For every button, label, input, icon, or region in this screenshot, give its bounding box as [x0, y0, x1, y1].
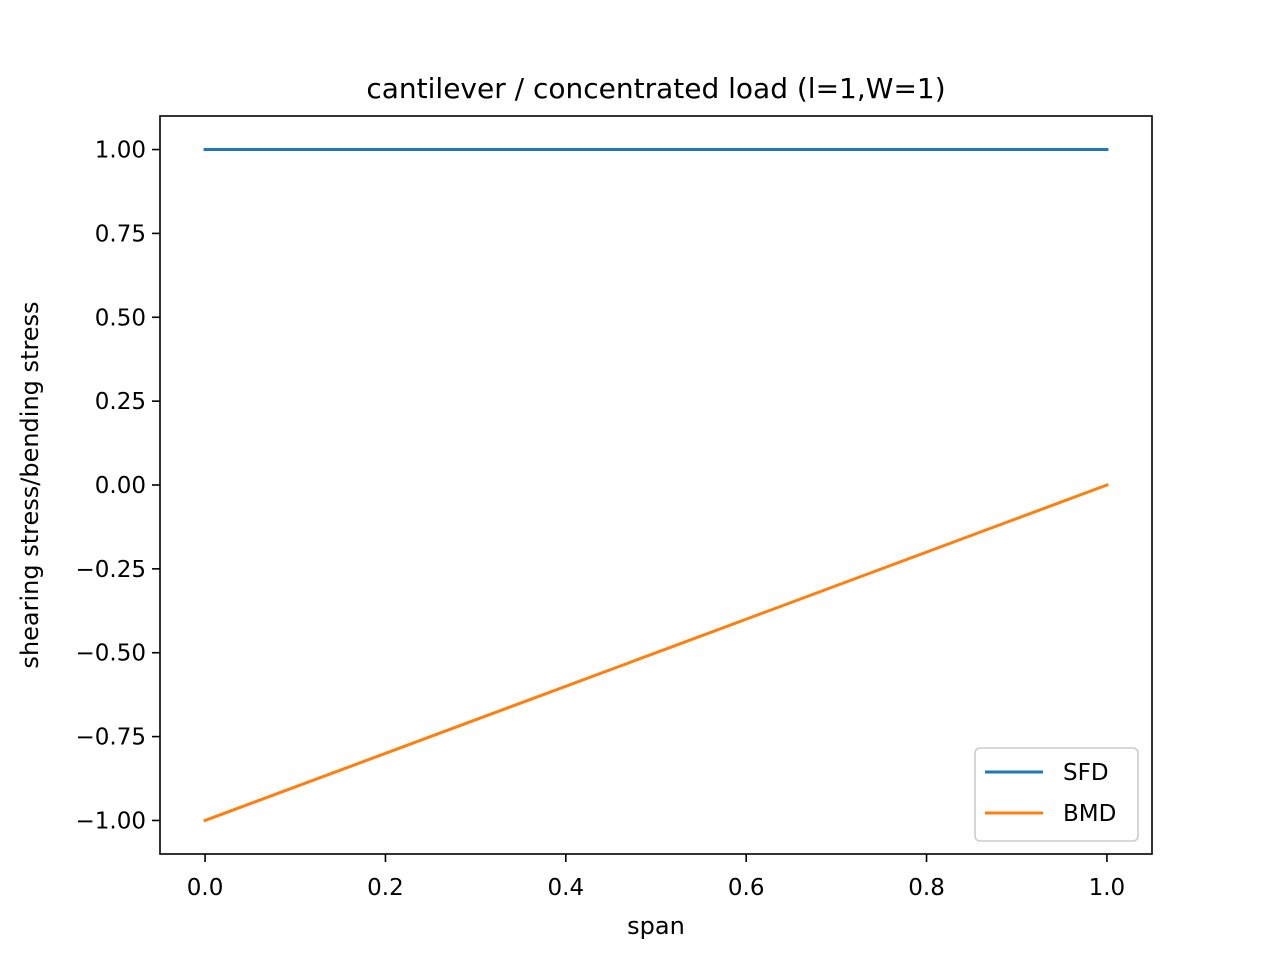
x-tick-label: 0.8: [908, 875, 945, 901]
y-tick-label: −0.25: [76, 557, 146, 583]
legend-box: [974, 747, 1139, 842]
legend-label-sfd: SFD: [1063, 760, 1109, 786]
y-tick-label: −0.50: [76, 641, 146, 667]
y-axis-ticks: 1.00 0.75 0.50 0.25 0.00 −0.25 −0.50 −0.75 −1.00: [76, 138, 160, 834]
series-line-bmd: [203, 483, 1109, 823]
x-tick-label: 0.6: [728, 875, 765, 901]
y-axis-label: shearing stress/bending stress: [16, 301, 44, 668]
x-axis-label: span: [627, 912, 685, 940]
y-tick-label: 1.00: [95, 138, 146, 164]
x-tick-label: 0.4: [548, 875, 585, 901]
y-tick-label: −1.00: [76, 808, 146, 834]
y-tick-label: 0.25: [95, 389, 146, 415]
x-tick-label: 0.0: [187, 875, 224, 901]
legend-label-bmd: BMD: [1063, 801, 1116, 827]
y-tick-label: 0.00: [95, 473, 146, 499]
chart-title: cantilever / concentrated load (l=1,W=1): [366, 72, 945, 105]
x-tick-label: 1.0: [1089, 875, 1126, 901]
legend: SFD BMD: [974, 747, 1139, 842]
y-tick-label: 0.50: [95, 305, 146, 331]
y-tick-label: −0.75: [76, 725, 146, 751]
series-lines: [203, 148, 1109, 823]
x-axis-ticks: 0.0 0.2 0.4 0.6 0.8 1.0: [187, 854, 1125, 901]
y-tick-label: 0.75: [95, 221, 146, 247]
plot-frame: [159, 115, 1153, 855]
x-tick-label: 0.2: [367, 875, 404, 901]
